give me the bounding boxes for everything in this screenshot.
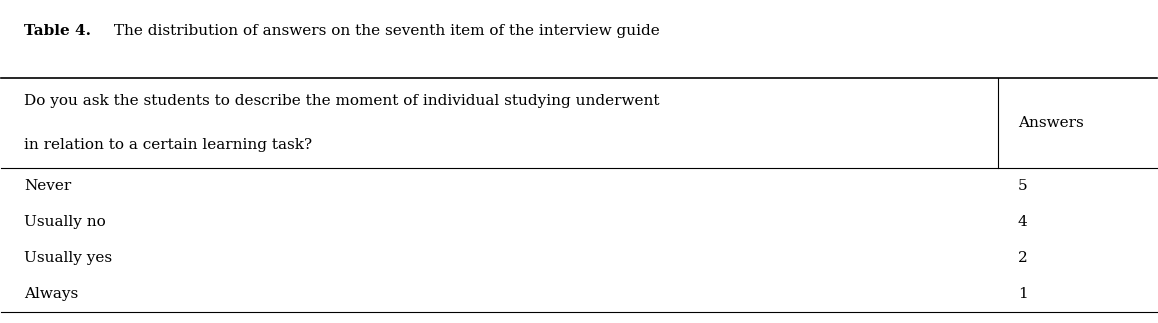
Text: Never: Never <box>24 179 72 193</box>
Text: 1: 1 <box>1018 287 1028 301</box>
Text: The distribution of answers on the seventh item of the interview guide: The distribution of answers on the seven… <box>109 24 660 38</box>
Text: 2: 2 <box>1018 251 1028 265</box>
Text: 4: 4 <box>1018 215 1028 229</box>
Text: in relation to a certain learning task?: in relation to a certain learning task? <box>24 139 313 152</box>
Text: 5: 5 <box>1018 179 1027 193</box>
Text: Usually no: Usually no <box>24 215 107 229</box>
Text: Always: Always <box>24 287 79 301</box>
Text: Do you ask the students to describe the moment of individual studying underwent: Do you ask the students to describe the … <box>24 94 660 108</box>
Text: Table 4.: Table 4. <box>24 24 91 38</box>
Text: Usually yes: Usually yes <box>24 251 112 265</box>
Text: Answers: Answers <box>1018 116 1084 130</box>
